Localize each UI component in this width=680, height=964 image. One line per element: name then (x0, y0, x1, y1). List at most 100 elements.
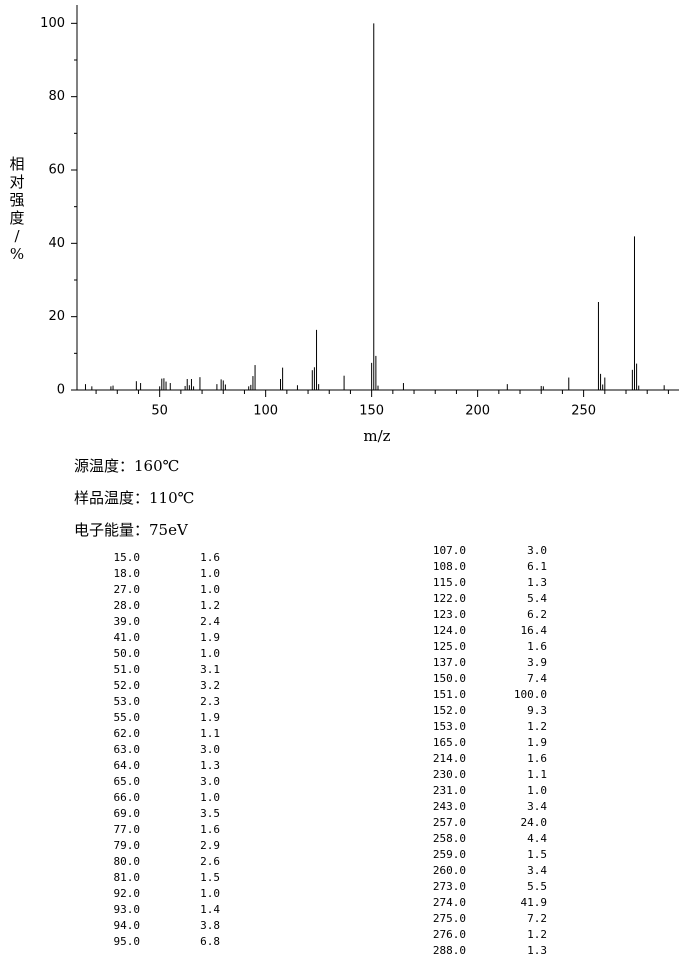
table-mz: 123.0 (433, 608, 466, 621)
y-tick-label: 80 (48, 89, 65, 104)
table-intensity: 1.9 (200, 631, 220, 644)
table-mz: 257.0 (433, 816, 466, 829)
table-mz: 77.0 (114, 823, 141, 836)
table-mz: 64.0 (114, 759, 141, 772)
table-mz: 62.0 (114, 727, 141, 740)
table-mz: 273.0 (433, 880, 466, 893)
table-intensity: 9.3 (527, 704, 547, 717)
table-mz: 165.0 (433, 736, 466, 749)
table-mz: 107.0 (433, 544, 466, 557)
table-intensity: 1.5 (200, 871, 220, 884)
y-tick-label: 20 (48, 309, 65, 324)
table-mz: 150.0 (433, 672, 466, 685)
table-intensity: 4.4 (527, 832, 547, 845)
table-mz: 55.0 (114, 711, 141, 724)
table-intensity: 100.0 (514, 688, 547, 701)
table-mz: 214.0 (433, 752, 466, 765)
table-intensity: 1.0 (200, 887, 220, 900)
table-intensity: 5.4 (527, 592, 547, 605)
condition: 源温度：160℃ (74, 457, 179, 475)
table-intensity: 1.0 (200, 583, 220, 596)
table-mz: 52.0 (114, 679, 141, 692)
table-mz: 66.0 (114, 791, 141, 804)
table-mz: 41.0 (114, 631, 141, 644)
table-mz: 230.0 (433, 768, 466, 781)
table-intensity: 1.0 (200, 647, 220, 660)
table-mz: 151.0 (433, 688, 466, 701)
table-mz: 80.0 (114, 855, 141, 868)
table-intensity: 7.2 (527, 912, 547, 925)
table-intensity: 1.5 (527, 848, 547, 861)
table-intensity: 1.6 (200, 823, 220, 836)
y-tick-label: 100 (40, 16, 65, 31)
table-intensity: 2.6 (200, 855, 220, 868)
table-mz: 125.0 (433, 640, 466, 653)
table-intensity: 41.9 (521, 896, 548, 909)
table-intensity: 1.9 (527, 736, 547, 749)
table-mz: 18.0 (114, 567, 141, 580)
table-mz: 28.0 (114, 599, 141, 612)
table-intensity: 1.6 (527, 752, 547, 765)
table-intensity: 1.2 (200, 599, 220, 612)
table-intensity: 1.1 (200, 727, 220, 740)
x-tick-label: 250 (571, 404, 596, 419)
table-intensity: 2.9 (200, 839, 220, 852)
table-intensity: 16.4 (521, 624, 548, 637)
x-tick-label: 150 (359, 404, 384, 419)
table-intensity: 1.0 (527, 784, 547, 797)
table-intensity: 6.8 (200, 935, 220, 948)
table-intensity: 3.8 (200, 919, 220, 932)
table-intensity: 1.3 (527, 576, 547, 589)
table-mz: 258.0 (433, 832, 466, 845)
table-mz: 115.0 (433, 576, 466, 589)
table-mz: 63.0 (114, 743, 141, 756)
table-mz: 51.0 (114, 663, 141, 676)
table-mz: 122.0 (433, 592, 466, 605)
table-intensity: 3.2 (200, 679, 220, 692)
table-mz: 81.0 (114, 871, 141, 884)
x-tick-label: 50 (151, 404, 168, 419)
y-tick-label: 60 (48, 163, 65, 178)
table-intensity: 6.2 (527, 608, 547, 621)
table-mz: 39.0 (114, 615, 141, 628)
table-intensity: 1.2 (527, 720, 547, 733)
table-mz: 243.0 (433, 800, 466, 813)
table-intensity: 3.4 (527, 864, 547, 877)
table-intensity: 3.4 (527, 800, 547, 813)
table-mz: 79.0 (114, 839, 141, 852)
table-intensity: 1.1 (527, 768, 547, 781)
table-intensity: 7.4 (527, 672, 547, 685)
table-intensity: 1.6 (200, 551, 220, 564)
table-mz: 124.0 (433, 624, 466, 637)
table-intensity: 24.0 (521, 816, 548, 829)
table-mz: 27.0 (114, 583, 141, 596)
table-mz: 50.0 (114, 647, 141, 660)
table-intensity: 6.1 (527, 560, 547, 573)
table-mz: 137.0 (433, 656, 466, 669)
table-mz: 95.0 (114, 935, 141, 948)
table-intensity: 5.5 (527, 880, 547, 893)
table-intensity: 1.4 (200, 903, 220, 916)
table-intensity: 3.9 (527, 656, 547, 669)
x-tick-label: 100 (253, 404, 278, 419)
table-mz: 259.0 (433, 848, 466, 861)
table-mz: 231.0 (433, 784, 466, 797)
table-mz: 69.0 (114, 807, 141, 820)
table-mz: 288.0 (433, 944, 466, 957)
table-mz: 260.0 (433, 864, 466, 877)
table-mz: 152.0 (433, 704, 466, 717)
table-mz: 15.0 (114, 551, 141, 564)
y-tick-label: 40 (48, 236, 65, 251)
condition: 电子能量：75eV (74, 521, 189, 539)
table-intensity: 1.3 (527, 944, 547, 957)
table-mz: 94.0 (114, 919, 141, 932)
table-mz: 276.0 (433, 928, 466, 941)
table-intensity: 1.0 (200, 567, 220, 580)
x-axis-label: m/z (363, 427, 390, 445)
x-tick-label: 200 (465, 404, 490, 419)
table-mz: 275.0 (433, 912, 466, 925)
table-intensity: 2.4 (200, 615, 220, 628)
y-tick-label: 0 (57, 383, 65, 398)
